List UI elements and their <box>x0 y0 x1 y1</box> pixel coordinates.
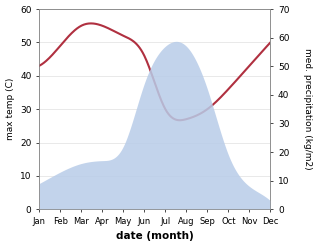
X-axis label: date (month): date (month) <box>116 231 194 242</box>
Y-axis label: med. precipitation (kg/m2): med. precipitation (kg/m2) <box>303 48 313 170</box>
Y-axis label: max temp (C): max temp (C) <box>5 78 15 140</box>
